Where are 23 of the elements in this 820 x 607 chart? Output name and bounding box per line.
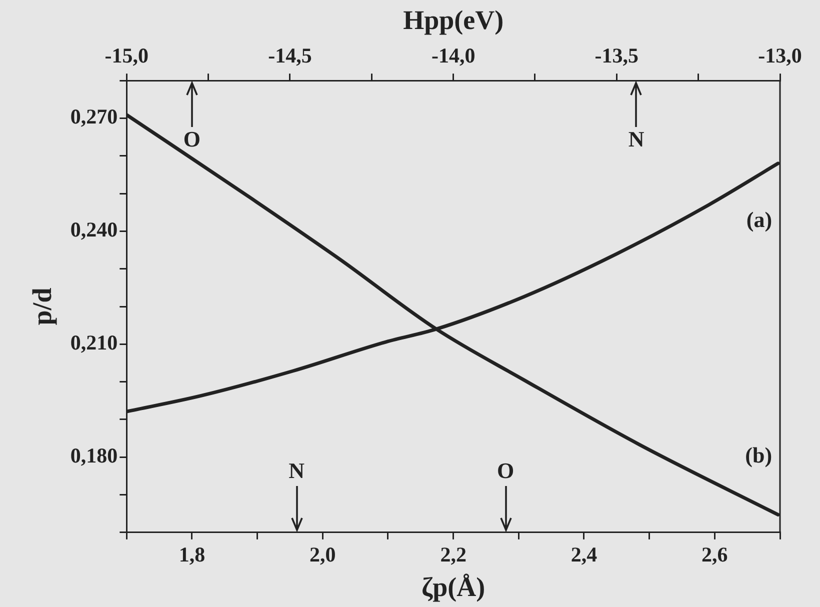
ref-line-label: N: [628, 126, 644, 152]
x-tick-label: 1,8: [178, 542, 206, 566]
ref-line-label: O: [497, 458, 514, 484]
y-tick-label: 0,270: [70, 104, 118, 129]
x-axis-title: ζp(Å): [421, 572, 486, 602]
x2-tick-label: -13,0: [758, 43, 802, 68]
y-tick-label: 0,180: [70, 444, 118, 468]
x2-tick-label: -15,0: [104, 43, 149, 68]
series-label: (a): [746, 207, 772, 232]
x-tick-label: 2,4: [570, 542, 598, 566]
y-axis-title: p/d: [27, 288, 58, 326]
y-tick-label: 0,210: [70, 330, 118, 355]
x-tick-label: 2,0: [310, 542, 336, 566]
series-label: (b): [745, 442, 772, 468]
x-tick-label: 2,2: [440, 542, 466, 566]
x2-tick-label: -14,0: [431, 43, 476, 68]
x-tick-label: 2,6: [702, 542, 728, 566]
x2-axis-title: Hpp(eV): [403, 5, 504, 36]
y-tick-label: 0,240: [70, 218, 118, 242]
ref-line-label: N: [288, 458, 305, 484]
x2-tick-label: -14,5: [268, 43, 312, 68]
x2-tick-label: -13,5: [594, 43, 639, 68]
ref-line-label: O: [183, 126, 201, 152]
